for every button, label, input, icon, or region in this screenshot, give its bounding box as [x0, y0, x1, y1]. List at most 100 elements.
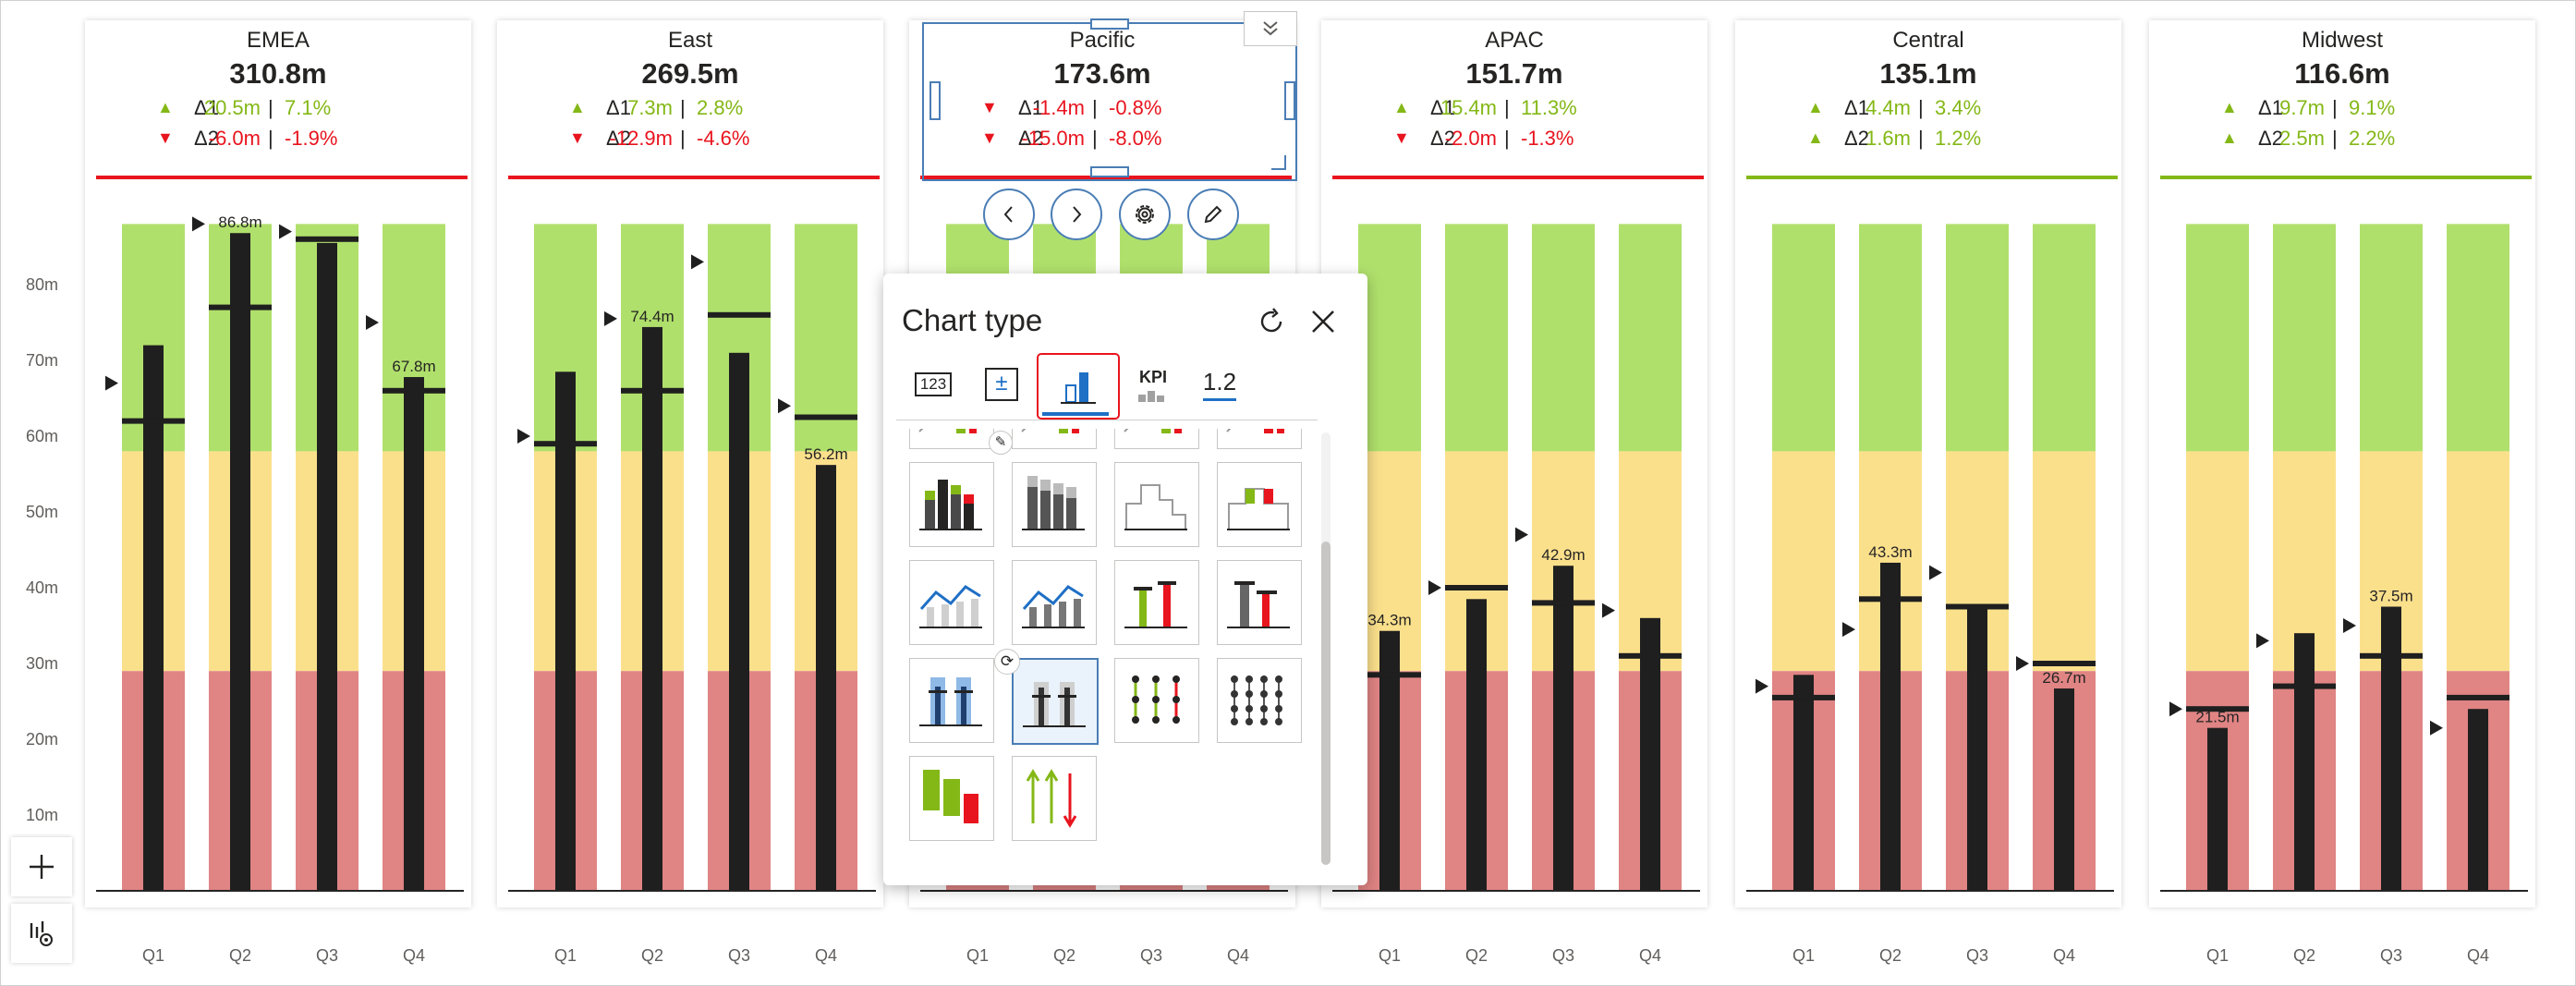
rotate-badge-icon[interactable]: ⟳ — [994, 649, 1020, 675]
edit-button[interactable] — [1187, 189, 1239, 240]
value-bar[interactable] — [1640, 617, 1660, 891]
chart-type-option[interactable] — [1114, 429, 1199, 449]
chart-type-option[interactable] — [1114, 560, 1199, 645]
tab-numbers[interactable]: 123 — [911, 353, 955, 416]
chart-type-option[interactable] — [909, 560, 994, 645]
tab-kpi[interactable]: KPI — [1125, 353, 1181, 416]
resize-corner-icon[interactable] — [1271, 155, 1286, 170]
previous-year-marker — [2430, 720, 2443, 736]
reset-button[interactable] — [1253, 303, 1290, 340]
value-bar[interactable] — [1793, 675, 1814, 891]
value-bar[interactable] — [1880, 562, 1901, 891]
previous-button[interactable] — [983, 189, 1035, 240]
plus-minus-icon: ± — [985, 368, 1018, 401]
target-marker — [1358, 672, 1421, 678]
chart-type-option[interactable] — [909, 429, 994, 449]
delta-row-d1: ▼ Δ1 -1.4m | -0.8% — [909, 96, 1295, 124]
value-bar[interactable] — [1466, 599, 1487, 891]
delta-absolute: 4.4m — [1865, 96, 1911, 119]
chart-type-option[interactable] — [1217, 462, 1302, 547]
value-bar[interactable] — [317, 242, 337, 891]
step-outline-icon — [1124, 484, 1187, 530]
bar-data-label: 43.3m — [1868, 543, 1912, 561]
band-good — [1358, 224, 1421, 452]
triangle-down-icon: ▼ — [1393, 128, 1410, 147]
delta-row-d1: ▲ Δ1 4.4m | 3.4% — [1735, 96, 2121, 124]
value-bar[interactable] — [404, 377, 424, 891]
axis-tick-label: 50m — [26, 503, 59, 521]
value-bar[interactable] — [1967, 606, 1987, 892]
target-marker — [1445, 585, 1508, 590]
bullet-chart: 21.5m 37.5m — [2160, 224, 2528, 892]
chart-type-option[interactable] — [1012, 560, 1097, 645]
scrollbar-thumb[interactable] — [1321, 542, 1331, 865]
chart-type-option[interactable] — [1114, 462, 1199, 547]
value-bar[interactable] — [2468, 709, 2488, 891]
category-label: Q1 — [142, 946, 165, 965]
panel-title: APAC — [1485, 28, 1544, 53]
value-bar[interactable] — [555, 371, 576, 891]
delta-percent: -1.9% — [285, 127, 338, 150]
value-bar[interactable] — [1553, 566, 1574, 891]
value-bar[interactable] — [2207, 727, 2228, 891]
value-bar[interactable] — [143, 345, 164, 892]
add-button[interactable] — [11, 837, 72, 896]
target-marker — [534, 441, 597, 447]
category-label: Q1 — [554, 946, 577, 965]
chart-type-option[interactable] — [1012, 658, 1099, 745]
band-good — [795, 224, 857, 452]
category-label: Q2 — [1465, 946, 1488, 965]
resize-handle-right[interactable] — [1284, 81, 1295, 120]
panel-apac: APAC 151.7m ▲ Δ1 15.4m | 11.3% ▼ Δ2 -2.0m | -1.3% 34… — [1321, 20, 1707, 907]
value-bar[interactable] — [816, 465, 836, 891]
value-bar[interactable] — [2381, 606, 2401, 892]
chart-type-option[interactable] — [909, 756, 994, 841]
chart-type-option[interactable] — [1012, 429, 1097, 449]
chart-settings-button[interactable] — [11, 904, 72, 963]
chart-type-option[interactable] — [909, 462, 994, 547]
next-button[interactable] — [1051, 189, 1102, 240]
chart-type-option[interactable] — [1217, 560, 1302, 645]
resize-handle-left[interactable] — [930, 81, 941, 120]
bullet-chart: 86.8m 67.8m — [96, 213, 464, 892]
delta-absolute: 9.7m — [2279, 96, 2325, 119]
tab-value[interactable]: 1.2 — [1192, 353, 1247, 416]
previous-year-marker — [366, 315, 379, 330]
value-bar[interactable] — [1379, 630, 1400, 891]
edit-badge-icon[interactable]: ✎ — [989, 431, 1013, 455]
triangle-down-icon: ▼ — [981, 128, 998, 147]
delta-separator: | — [268, 127, 273, 150]
chevron-down-icon — [1263, 21, 1278, 36]
bar-data-label: 56.2m — [804, 445, 847, 463]
close-button[interactable] — [1305, 303, 1342, 340]
value-bar[interactable] — [642, 326, 662, 891]
chart-type-option[interactable] — [909, 658, 994, 743]
settings-button[interactable] — [1119, 189, 1171, 240]
value-bar[interactable] — [2294, 633, 2315, 891]
panel-title: EMEA — [246, 28, 310, 53]
waterfall-green-red-icon — [923, 770, 978, 823]
value-bar[interactable] — [2054, 688, 2074, 891]
axis-tick-label: 20m — [26, 730, 59, 749]
more-options-button[interactable] — [1244, 11, 1297, 46]
triangle-up-icon: ▲ — [2221, 128, 2238, 147]
value-bar[interactable] — [230, 233, 250, 892]
delta-row-d1: ▲ Δ1 15.4m | 11.3% — [1321, 96, 1707, 124]
tab-chart[interactable] — [1037, 353, 1120, 420]
panel-status-line — [2160, 176, 2532, 179]
chart-type-option[interactable] — [1217, 429, 1302, 449]
target-marker — [708, 311, 771, 318]
chart-type-option[interactable] — [1217, 658, 1302, 743]
resize-handle-top[interactable] — [1090, 18, 1129, 30]
delta-separator: | — [680, 127, 686, 150]
category-label: Q3 — [1140, 946, 1163, 965]
visual-selection-frame[interactable] — [922, 22, 1297, 181]
resize-handle-bottom[interactable] — [1090, 166, 1129, 177]
chart-type-option[interactable] — [1012, 756, 1097, 841]
chart-type-option[interactable] — [1012, 462, 1097, 547]
tab-variance[interactable]: ± — [979, 353, 1024, 416]
chart-type-option[interactable] — [1114, 658, 1199, 743]
bar-chart-icon — [1061, 372, 1096, 404]
value-bar[interactable] — [729, 352, 749, 891]
dot-range-icon — [1231, 676, 1282, 725]
